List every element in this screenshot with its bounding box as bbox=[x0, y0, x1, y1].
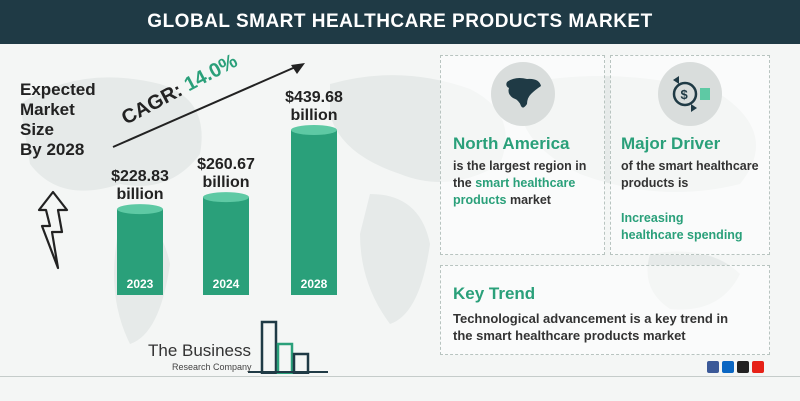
text-fragment: market bbox=[506, 193, 551, 207]
expected-market-size-label: Expected Market Size By 2028 bbox=[20, 80, 96, 160]
svg-text:$: $ bbox=[681, 87, 689, 102]
text-line: of the smart healthcare bbox=[621, 159, 759, 173]
value-unit-label: billion bbox=[290, 107, 337, 124]
north-america-text: is the largest region in the smart healt… bbox=[453, 158, 586, 209]
major-driver-title: Major Driver bbox=[621, 134, 721, 153]
text-line: Technological advancement is a key trend… bbox=[453, 311, 729, 326]
text-accent: smart healthcare bbox=[475, 176, 576, 190]
page-title: GLOBAL SMART HEALTHCARE PRODUCTS MARKET bbox=[147, 11, 653, 32]
label-line: Market bbox=[20, 100, 75, 119]
icon-circle: $ bbox=[658, 62, 722, 126]
text-line: the smart healthcare bbox=[453, 175, 586, 192]
bar bbox=[117, 209, 163, 295]
north-america-map-icon bbox=[505, 78, 541, 108]
key-trend-title: Key Trend bbox=[453, 284, 536, 303]
value-label: $228.83 bbox=[111, 168, 169, 185]
company-logo: The Business Research Company bbox=[148, 318, 328, 378]
footer-divider bbox=[0, 376, 800, 377]
text-line: is the largest region in bbox=[453, 159, 587, 173]
text-line: Increasing bbox=[621, 211, 684, 225]
value-unit-label: billion bbox=[202, 174, 249, 191]
major-driver-card: $ Major Driver of the smart healthcare p… bbox=[610, 55, 770, 255]
youtube-icon[interactable] bbox=[752, 361, 764, 373]
x-twitter-icon[interactable] bbox=[737, 361, 749, 373]
facebook-icon[interactable] bbox=[707, 361, 719, 373]
major-driver-text: of the smart healthcare products is bbox=[621, 158, 759, 192]
bar-top bbox=[291, 125, 337, 135]
category-label: 2024 bbox=[213, 277, 240, 291]
bar-top bbox=[117, 204, 163, 215]
key-trend-text: Technological advancement is a key trend… bbox=[453, 310, 728, 344]
label-line: Size bbox=[20, 120, 55, 139]
bar bbox=[291, 130, 337, 295]
text-line: products is bbox=[621, 176, 689, 190]
logo-subtitle: Research Company bbox=[172, 362, 252, 372]
key-trend-card: Key Trend Technological advancement is a… bbox=[440, 265, 770, 355]
cagr-arrow-head-icon bbox=[291, 63, 305, 74]
text-fragment: the bbox=[453, 176, 476, 190]
value-label: $439.68 bbox=[285, 89, 343, 106]
text-line: the smart healthcare products market bbox=[453, 328, 686, 343]
linkedin-icon[interactable] bbox=[722, 361, 734, 373]
icon-circle bbox=[490, 62, 555, 126]
value-label: $260.67 bbox=[197, 156, 255, 173]
value-unit-label: billion bbox=[116, 186, 163, 203]
major-driver-highlight: Increasing healthcare spending bbox=[621, 210, 743, 244]
north-america-title: North America bbox=[453, 134, 570, 153]
header-bar: GLOBAL SMART HEALTHCARE PRODUCTS MARKET bbox=[0, 0, 800, 44]
category-label: 2023 bbox=[127, 277, 154, 291]
growth-arrow-icon bbox=[37, 190, 69, 270]
label-line: By 2028 bbox=[20, 140, 85, 159]
market-size-bar-chart: 2023$228.83billion2024$260.67billion2028… bbox=[111, 63, 343, 295]
logo-bars-icon bbox=[248, 320, 328, 374]
cagr-arrow bbox=[112, 64, 301, 148]
category-label: 2028 bbox=[301, 277, 328, 291]
bar bbox=[203, 197, 249, 295]
text-accent: products bbox=[453, 193, 507, 207]
north-america-card: North America is the largest region in t… bbox=[440, 55, 605, 255]
text-line: healthcare spending bbox=[621, 228, 743, 242]
money-exchange-icon: $ bbox=[672, 76, 710, 112]
bar-top bbox=[203, 192, 249, 203]
label-line: Expected bbox=[20, 80, 96, 99]
text-line: products market bbox=[453, 192, 586, 209]
logo-name: The Business bbox=[148, 341, 251, 360]
